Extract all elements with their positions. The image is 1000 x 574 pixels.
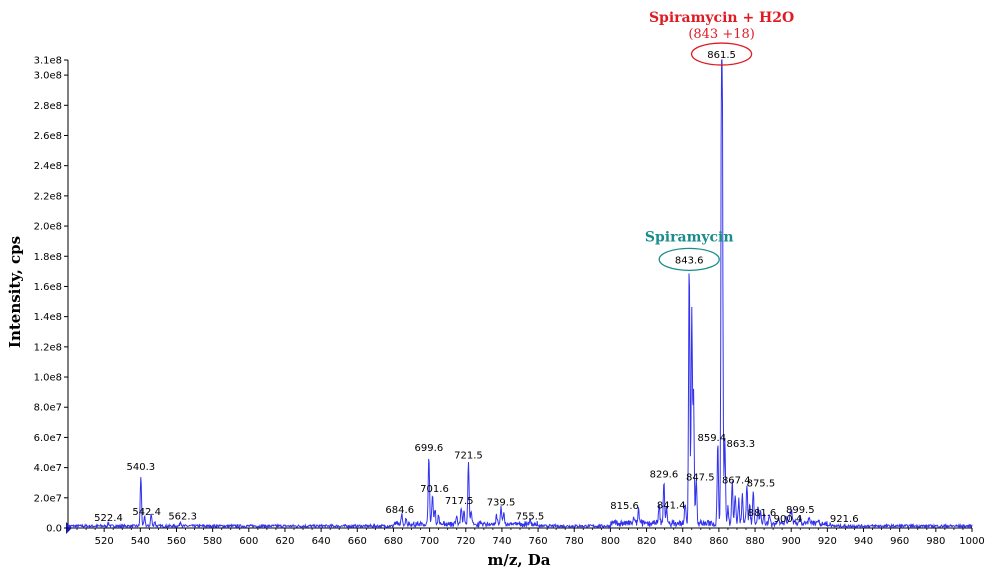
annotated-peak-label: 861.5 — [707, 50, 736, 61]
y-tick-label: 2.4e8 — [34, 161, 62, 172]
y-tick-label: 1.2e8 — [34, 342, 62, 353]
y-tick-label: 2.0e7 — [34, 493, 62, 504]
peak-labels: 522.4 540.3 542.4 562.3 684.6 699.6 701.6717.5… — [94, 433, 858, 525]
y-tick-label: 3.1e8 — [34, 56, 62, 67]
peak-label: 701.6 — [420, 484, 449, 495]
x-axis-ticks: 520 540 560 580 600 620 640 660 680 700 720 740 760 7… — [76, 528, 985, 547]
y-tick-label: 6.0e7 — [34, 433, 62, 444]
x-tick-label: 600 — [239, 536, 258, 547]
x-tick-label: 760 — [529, 536, 548, 547]
peak-label: 881.6 — [748, 508, 777, 519]
x-tick-label: 620 — [275, 536, 294, 547]
x-tick-label: 700 — [420, 536, 439, 547]
annotation-ellipse — [658, 247, 720, 272]
peak-label: 841.4 — [657, 500, 686, 511]
x-tick-label: 860 — [709, 536, 728, 547]
y-tick-label: 2.2e8 — [34, 191, 62, 202]
x-tick-label: 1000 — [959, 536, 984, 547]
x-tick-label: 560 — [167, 536, 186, 547]
x-tick-label: 520 — [95, 536, 114, 547]
x-tick-label: 940 — [854, 536, 873, 547]
x-tick-label: 800 — [601, 536, 620, 547]
axes — [66, 60, 972, 534]
peak-label: 542.4 — [132, 507, 161, 518]
peak-label: 755.5 — [516, 511, 545, 522]
peak-label: 721.5 — [454, 451, 483, 462]
x-tick-label: 980 — [926, 536, 945, 547]
y-tick-label: 8.0e7 — [34, 403, 62, 414]
x-tick-label: 680 — [384, 536, 403, 547]
x-tick-label: 580 — [203, 536, 222, 547]
x-tick-label: 820 — [637, 536, 656, 547]
peak-label: 540.3 — [127, 462, 156, 473]
peak-label: 847.5 — [686, 473, 715, 484]
spectrum-trace — [67, 59, 973, 530]
x-tick-label: 780 — [565, 536, 584, 547]
y-tick-label: 2.8e8 — [34, 101, 62, 112]
peak-label: 717.5 — [445, 496, 474, 507]
annotation-subtitle: (843 +18) — [688, 27, 755, 42]
axis-origin-marker — [66, 522, 72, 534]
peak-label: 899.5 — [786, 505, 815, 516]
y-tick-label: 2.0e8 — [34, 222, 62, 233]
peak-label: 875.5 — [747, 478, 776, 489]
annotation-title: Spiramycin + H2O — [649, 10, 794, 26]
annotated-peak-label: 843.6 — [675, 255, 704, 266]
x-tick-label: 640 — [312, 536, 331, 547]
peak-annotations: 843.6 Spiramycin 861.5 (843 +18)Spiramycin … — [645, 10, 794, 272]
peak-label: 815.6 — [610, 501, 639, 512]
x-tick-label: 720 — [456, 536, 475, 547]
x-tick-label: 740 — [492, 536, 511, 547]
peak-label: 863.3 — [727, 439, 756, 450]
peak-label: 859.4 — [697, 433, 726, 444]
x-axis-title: m/z, Da — [487, 551, 550, 569]
y-tick-label: 2.6e8 — [34, 131, 62, 142]
y-tick-label: 1.0e8 — [34, 373, 62, 384]
x-tick-label: 920 — [818, 536, 837, 547]
annotation-ellipse — [690, 42, 753, 66]
x-tick-label: 540 — [131, 536, 150, 547]
peak-label: 867.4 — [722, 476, 751, 487]
x-tick-label: 840 — [673, 536, 692, 547]
y-tick-label: 1.6e8 — [34, 282, 62, 293]
annotation-title: Spiramycin — [645, 229, 734, 245]
x-tick-label: 660 — [348, 536, 367, 547]
peak-label: 522.4 — [94, 513, 123, 524]
x-tick-label: 960 — [890, 536, 909, 547]
peak-label: 739.5 — [487, 497, 516, 508]
x-tick-label: 880 — [745, 536, 764, 547]
x-tick-label: 900 — [782, 536, 801, 547]
y-tick-label: 1.4e8 — [34, 312, 62, 323]
peak-label: 699.6 — [415, 443, 444, 454]
peak-label: 921.6 — [830, 514, 859, 525]
y-axis-ticks: 0.0 2.0e7 4.0e7 6.0e7 8.0e7 1.0e8 1.2e8 1.4e8 1.… — [34, 56, 68, 535]
y-tick-label: 1.8e8 — [34, 252, 62, 263]
peak-label: 684.6 — [385, 505, 414, 516]
peak-label: 562.3 — [168, 511, 197, 522]
y-tick-label: 0.0 — [46, 524, 62, 535]
y-tick-label: 4.0e7 — [34, 463, 62, 474]
y-axis-title: Intensity, cps — [6, 236, 24, 348]
y-tick-label: 3.0e8 — [34, 71, 62, 82]
peak-label: 900.4 — [774, 514, 803, 525]
peak-label: 829.6 — [650, 470, 679, 481]
